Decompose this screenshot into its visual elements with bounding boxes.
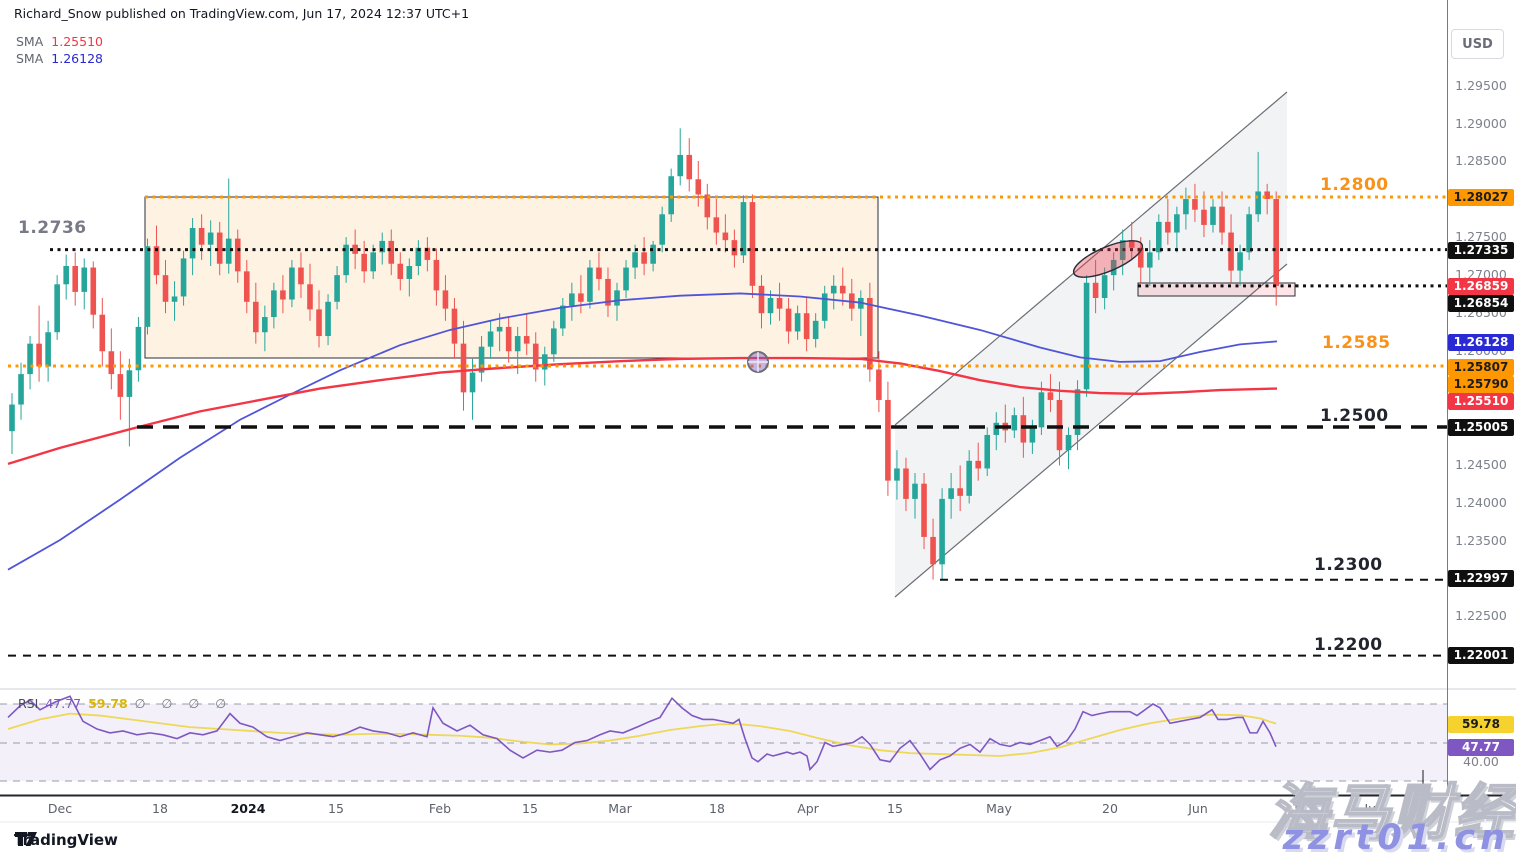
price-badge: 1.28027 <box>1448 188 1514 206</box>
price-badge: 1.22001 <box>1448 646 1514 664</box>
level-label: 1.2200 <box>1314 635 1383 655</box>
price-axis-tick: 1.29500 <box>1455 78 1507 93</box>
price-badge: 1.25790 <box>1448 375 1514 393</box>
price-axis-tick: 1.27500 <box>1455 229 1507 244</box>
price-badge: 47.77 <box>1448 738 1514 756</box>
sma-slow-line[interactable] <box>7 356 1278 466</box>
level-label: 1.2800 <box>1320 175 1389 195</box>
sma-fast-line[interactable] <box>7 292 1278 571</box>
ellipse-highlight-drawing[interactable] <box>1069 233 1146 284</box>
time-axis-label: May <box>986 801 1012 816</box>
time-axis-label: Jul <box>1364 801 1380 816</box>
watermark-site-url: zzrt01.cn <box>1282 818 1510 858</box>
price-axis-tick: 40.00 <box>1463 754 1499 769</box>
range-box-drawing[interactable] <box>144 196 879 359</box>
price-axis-tick: 1.24000 <box>1455 495 1507 510</box>
price-axis-tick: 1.23500 <box>1455 533 1507 548</box>
time-axis-label: Dec <box>47 801 73 816</box>
candlestick-series[interactable] <box>9 128 1279 580</box>
price-badge: 59.78 <box>1448 715 1514 733</box>
price-level-lines[interactable] <box>8 195 1447 657</box>
tradingview-logo[interactable]: TradingView <box>14 831 118 849</box>
rsi-hidden-params: ∅ ∅ ∅ ∅ <box>134 696 233 711</box>
rsi-pane[interactable] <box>0 703 1447 782</box>
sma2-label: SMA <box>16 51 44 66</box>
tradingview-logo-text: TradingView <box>14 831 118 849</box>
rsi-title: RSI <box>18 696 39 711</box>
rsi-legend[interactable]: RSI 47.77 59.78 ∅ ∅ ∅ ∅ <box>18 696 232 711</box>
circle-marker-drawing[interactable] <box>747 351 769 373</box>
currency-toggle-button[interactable]: USD <box>1451 29 1504 59</box>
price-badge: 1.26854 <box>1448 294 1514 312</box>
sma1-label: SMA <box>16 34 44 49</box>
time-axis-label: 15 <box>328 801 344 816</box>
price-axis-tick: 1.22500 <box>1455 608 1507 623</box>
price-badge: 1.25005 <box>1448 418 1514 436</box>
pane-separators <box>0 0 1516 823</box>
time-axis-label: 2024 <box>230 801 266 816</box>
price-axis-tick: 1.28500 <box>1455 153 1507 168</box>
publish-byline: Richard_Snow published on TradingView.co… <box>14 6 470 21</box>
time-axis-label: Apr <box>797 801 819 816</box>
level-label: 1.2300 <box>1314 555 1383 575</box>
rsi-line[interactable] <box>7 695 1277 772</box>
level-label: 1.2500 <box>1320 406 1389 426</box>
sma-legend-row-2[interactable]: SMA 1.26128 <box>16 51 103 66</box>
time-axis-label: 18 <box>709 801 725 816</box>
price-axis-tick: 1.24500 <box>1455 457 1507 472</box>
time-axis-label: 18 <box>152 801 168 816</box>
time-axis-label: 20 <box>1102 801 1118 816</box>
sma-legend-row-1[interactable]: SMA 1.25510 <box>16 34 103 49</box>
sma2-value: 1.26128 <box>51 51 103 66</box>
sma1-value: 1.25510 <box>51 34 103 49</box>
time-axis-label: Jun <box>1188 801 1208 816</box>
price-badge: 1.25510 <box>1448 392 1514 410</box>
time-axis-label: Mar <box>608 801 632 816</box>
rsi-ma-line[interactable] <box>7 712 1277 757</box>
watermark-site-name: 海马财经 <box>1267 777 1516 849</box>
tradingview-logo-icon <box>15 832 37 846</box>
time-axis-label: 17 <box>1292 801 1308 816</box>
time-axis-label: Feb <box>428 801 452 816</box>
price-badge: 1.26128 <box>1448 333 1514 351</box>
time-axis-label: 15 <box>522 801 538 816</box>
price-badge: 1.26859 <box>1448 277 1514 295</box>
rsi-ma-value: 59.78 <box>88 696 128 711</box>
level-label: 1.2585 <box>1322 333 1391 353</box>
ascending-channel-drawing[interactable] <box>894 91 1288 598</box>
price-badge: 1.22997 <box>1448 569 1514 587</box>
price-badge: 1.25807 <box>1448 358 1514 376</box>
time-axis-label: 15 <box>887 801 903 816</box>
price-axis-tick: 1.29000 <box>1455 116 1507 131</box>
price-badge: 1.27335 <box>1448 241 1514 259</box>
level-label: 1.2736 <box>18 218 87 238</box>
rsi-value: 47.77 <box>45 696 82 711</box>
